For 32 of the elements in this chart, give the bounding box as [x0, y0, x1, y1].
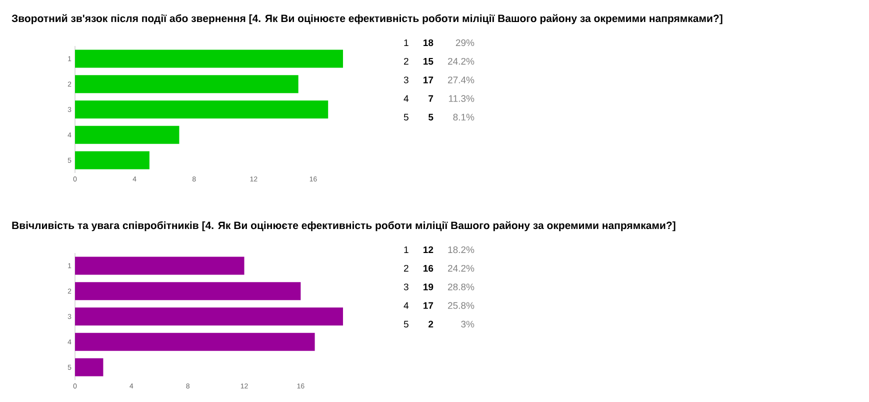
- text: Зворотний зв'язок після події або звернення [4. Як Ви оцінюєте ефективність роботи міліції Вашого району за окремими напрямками?]: [12, 14, 722, 24]
- text: 18.2%: [448, 246, 474, 254]
- text: 29%: [456, 39, 474, 46]
- text: 28.8%: [448, 284, 474, 290]
- category-label: 4: [404, 95, 409, 102]
- text: 3%: [461, 320, 474, 328]
- text: 24.2%: [448, 264, 474, 272]
- text: 16: [424, 264, 434, 272]
- category-label: 1: [404, 246, 408, 253]
- category-label: 3: [404, 76, 408, 84]
- text: 17: [424, 302, 434, 309]
- text: 19: [424, 284, 434, 290]
- category-label: 3: [404, 284, 408, 290]
- chart-title: Ввічливість та увага співробітників [4. Як Ви оцінюєте ефективність роботи міліції Вашого району за окремими напрямками?]: [12, 221, 676, 232]
- text: 27.4%: [448, 76, 474, 84]
- category-label: 1: [404, 39, 408, 46]
- text: 8.1%: [453, 114, 474, 120]
- category-label: 4: [404, 302, 409, 309]
- text: 2: [428, 320, 434, 328]
- text: 18: [424, 39, 434, 46]
- text: 5: [428, 114, 434, 120]
- category-label: 2: [404, 58, 408, 65]
- text: 7: [428, 95, 434, 102]
- text: 12: [424, 246, 434, 253]
- text: 24.2%: [448, 58, 474, 65]
- text: 17: [424, 76, 434, 84]
- text: 15: [424, 58, 434, 65]
- text: 11.3%: [448, 95, 474, 102]
- category-label: 5: [404, 320, 408, 328]
- category-label: 5: [404, 114, 408, 120]
- category-label: 2: [404, 264, 408, 272]
- text: 25.8%: [448, 302, 474, 309]
